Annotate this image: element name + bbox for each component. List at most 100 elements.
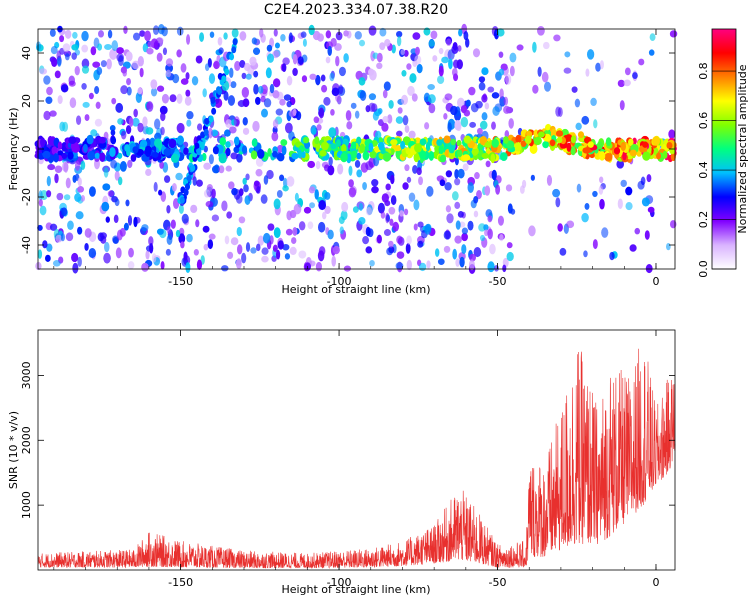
- heatmap-cell: [358, 77, 366, 86]
- heatmap-cell: [669, 30, 678, 38]
- heatmap-cell: [555, 130, 564, 137]
- heatmap-cell: [359, 90, 367, 101]
- heatmap-cell: [288, 32, 293, 44]
- heatmap-cell: [64, 53, 70, 61]
- heatmap-cell: [522, 179, 527, 189]
- heatmap-cell: [213, 61, 220, 70]
- heatmap-cell: [574, 98, 581, 108]
- heatmap-cell: [469, 121, 477, 128]
- heatmap-cell: [81, 30, 89, 42]
- heatmap-cell: [183, 188, 189, 196]
- heatmap-cell: [509, 52, 517, 63]
- heatmap-cell: [63, 194, 71, 201]
- heatmap-cell: [184, 96, 192, 106]
- heatmap-cell: [149, 243, 154, 254]
- heatmap-cell: [593, 119, 598, 129]
- heatmap-cell: [480, 234, 486, 242]
- heatmap-cell: [351, 150, 357, 159]
- heatmap-cell: [473, 210, 479, 218]
- heatmap-cell: [542, 141, 550, 149]
- heatmap-cell: [154, 138, 163, 148]
- heatmap-cell: [380, 211, 386, 219]
- heatmap-cell: [499, 88, 504, 99]
- heatmap-cell: [327, 45, 333, 56]
- heatmap-cell: [325, 56, 331, 64]
- heatmap-cell: [338, 216, 345, 225]
- heatmap-cell: [145, 168, 152, 177]
- heatmap-cell: [178, 233, 186, 244]
- heatmap-cell: [156, 85, 165, 92]
- heatmap-cell: [491, 92, 500, 99]
- heatmap-cell: [223, 32, 228, 40]
- heatmap-cell: [479, 120, 488, 130]
- heatmap-cell: [128, 117, 134, 127]
- heatmap-cell: [596, 141, 603, 150]
- heatmap-cell: [266, 44, 273, 52]
- heatmap-cell: [437, 75, 445, 84]
- heatmap-cell: [118, 55, 124, 67]
- heatmap-cell: [286, 75, 293, 86]
- heatmap-cell: [176, 49, 182, 58]
- heatmap-cell: [552, 188, 561, 198]
- colorbar-tick-label: 0.0: [697, 260, 710, 278]
- heatmap-cell: [94, 118, 103, 127]
- heatmap-cell: [575, 122, 582, 131]
- heatmap-cell: [256, 186, 261, 194]
- heatmap-cell: [284, 253, 291, 260]
- heatmap-cell: [146, 101, 154, 112]
- heatmap-cell: [444, 93, 453, 101]
- heatmap-cell: [202, 88, 207, 98]
- heatmap-cell: [233, 116, 240, 128]
- heatmap-cell: [424, 122, 430, 130]
- heatmap-cell: [116, 47, 125, 54]
- heatmap-cell: [524, 135, 532, 145]
- heatmap-cell: [255, 243, 261, 252]
- heatmap-cell: [202, 225, 210, 233]
- heatmap-cell: [128, 247, 134, 258]
- heatmap-cell: [311, 127, 317, 135]
- heatmap-cell: [348, 179, 354, 188]
- heatmap-cell: [465, 38, 470, 48]
- heatmap-cell: [335, 55, 340, 67]
- heatmap-cell: [221, 200, 228, 212]
- heatmap-cell: [426, 186, 434, 197]
- heatmap-cell: [175, 229, 181, 238]
- heatmap-cell: [90, 129, 98, 137]
- heatmap-cell: [383, 81, 391, 91]
- heatmap-cell: [249, 56, 257, 66]
- heatmap-cell: [414, 46, 420, 56]
- heatmap-cell: [260, 194, 268, 204]
- heatmap-cell: [331, 87, 340, 97]
- heatmap-cell: [491, 169, 497, 181]
- heatmap-cell: [208, 73, 216, 84]
- heatmap-cell: [169, 94, 177, 103]
- x-tick-label: -100: [327, 576, 352, 589]
- heatmap-cell: [556, 136, 563, 144]
- heatmap-cell: [623, 79, 631, 87]
- heatmap-cell: [413, 199, 420, 211]
- heatmap-cell: [262, 232, 271, 244]
- heatmap-cell: [625, 202, 633, 211]
- heatmap-cell: [423, 27, 431, 36]
- heatmap-cell: [282, 243, 290, 251]
- heatmap-cell: [284, 122, 293, 134]
- heatmap-cell: [117, 118, 124, 125]
- heatmap-cell: [230, 81, 237, 89]
- heatmap-cell: [559, 247, 567, 256]
- heatmap-cell: [165, 58, 174, 67]
- heatmap-cell: [356, 169, 363, 178]
- heatmap-cell: [71, 44, 79, 51]
- heatmap-cell: [170, 153, 180, 164]
- heatmap-cell: [46, 243, 53, 252]
- heatmap-cell: [662, 150, 668, 159]
- heatmap-cell: [226, 211, 233, 219]
- heatmap-cell: [382, 116, 389, 123]
- heatmap-cell: [49, 110, 57, 117]
- heatmap-cell: [362, 236, 370, 245]
- heatmap-cell: [362, 150, 370, 161]
- heatmap-cell: [219, 137, 227, 146]
- heatmap-cell: [250, 150, 258, 160]
- heatmap-cell: [309, 202, 316, 209]
- heatmap-cell: [125, 199, 130, 207]
- heatmap-cell: [646, 174, 652, 183]
